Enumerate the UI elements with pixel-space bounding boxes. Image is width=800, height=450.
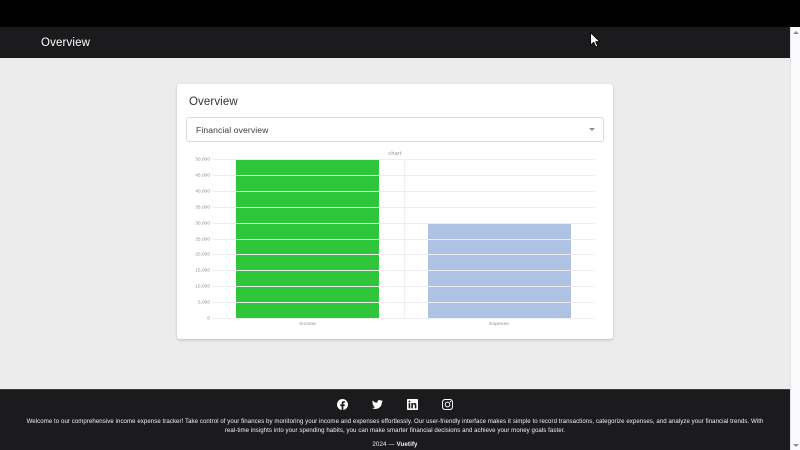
- scroll-up-arrow-icon[interactable]: [791, 27, 800, 37]
- main-content: Overview Financial overview chart 0 5,000…: [0, 58, 790, 389]
- y-axis-tick-label: 25,000: [195, 236, 210, 241]
- y-axis-tick-label: 50,000: [195, 156, 210, 162]
- card-title: Overview: [189, 96, 238, 108]
- y-axis-tick-label: 45,000: [195, 172, 210, 178]
- chart-gridline: [212, 318, 595, 319]
- app-bar-title: Overview: [41, 36, 91, 49]
- footer-copyright: 2024 — Vuetify: [12, 441, 778, 448]
- y-axis-tick-label: 10,000: [195, 283, 210, 289]
- chart-category-divider: [403, 159, 405, 318]
- y-axis-tick-label: 5,000: [198, 299, 210, 305]
- instagram-icon[interactable]: [442, 399, 453, 410]
- y-axis-tick-label: 20,000: [195, 251, 210, 257]
- hamburger-menu-icon[interactable]: [6, 30, 32, 56]
- scroll-down-triangle: [793, 443, 799, 447]
- y-axis-tick-label: 15,000: [195, 267, 210, 273]
- y-axis-tick-label: 30,000: [195, 220, 210, 226]
- app-bar: Overview: [0, 27, 790, 58]
- chart-x-axis: Income Expense: [212, 322, 595, 327]
- scroll-down-arrow-icon[interactable]: [791, 440, 800, 450]
- scrollbar-thumb[interactable]: [791, 37, 800, 297]
- financial-overview-select[interactable]: Financial overview: [186, 117, 604, 142]
- chevron-down-icon: [589, 128, 595, 131]
- linkedin-icon[interactable]: [407, 399, 418, 410]
- y-axis-tick-label: 40,000: [195, 188, 210, 194]
- footer-description: Welcome to our comprehensive income expe…: [26, 418, 764, 435]
- browser-chrome-letterbox: [0, 0, 800, 27]
- y-axis-tick-label: 35,000: [195, 204, 210, 210]
- chart-container: chart 0 5,000 10,000 15,000 20,000 25,000 30,0…: [186, 150, 604, 330]
- x-axis-label: Income: [299, 322, 317, 327]
- app-root: Overview Overview Financial overview cha…: [0, 27, 790, 450]
- footer-brand-link[interactable]: Vuetify: [396, 440, 418, 448]
- page-scrollbar[interactable]: [790, 27, 800, 450]
- x-axis-label: Expense: [489, 322, 510, 327]
- chart-title: chart: [388, 151, 402, 157]
- select-selected-value: Financial overview: [196, 124, 269, 135]
- chart-y-axis: 0 5,000 10,000 15,000 20,000 25,000 30,000 35,0…: [186, 156, 212, 321]
- footer-social-links: [12, 399, 778, 410]
- chart-plot: [212, 159, 595, 319]
- site-footer: Welcome to our comprehensive income expe…: [0, 389, 790, 450]
- facebook-icon[interactable]: [337, 399, 348, 410]
- y-axis-tick-label: 0: [207, 315, 210, 321]
- footer-copyright-year: 2024 —: [372, 440, 397, 448]
- scroll-up-triangle: [793, 30, 799, 34]
- twitter-icon[interactable]: [372, 399, 383, 410]
- overview-card: Overview Financial overview chart 0 5,000…: [177, 84, 613, 339]
- chart-plot-area: 0 5,000 10,000 15,000 20,000 25,000 30,000 35,0…: [186, 156, 604, 330]
